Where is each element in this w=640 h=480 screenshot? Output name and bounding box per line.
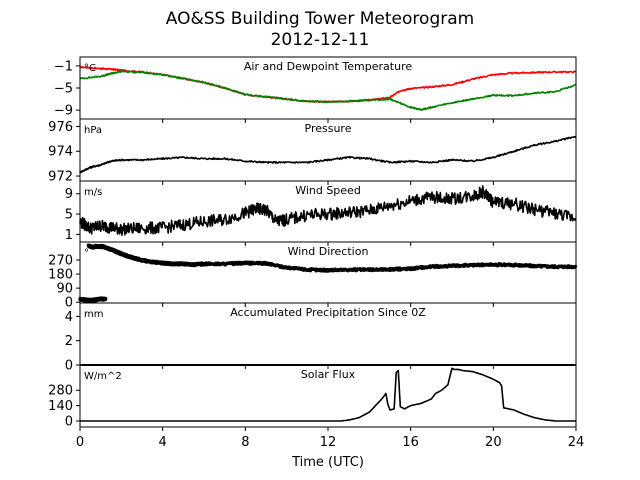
y-tick-label: 280 bbox=[48, 384, 73, 399]
panel-temp: Air and Dewpoint Temperature °C −1 −5 −9 bbox=[54, 56, 577, 123]
y-tick-label: 2 bbox=[65, 334, 73, 349]
panels: Air and Dewpoint Temperature°C−1−5−9Pres… bbox=[48, 56, 578, 431]
y-tick-label: 974 bbox=[48, 145, 73, 160]
x-tick-label: 16 bbox=[402, 435, 419, 450]
panel-title: Wind Speed bbox=[295, 184, 361, 197]
panel-unit: °C bbox=[84, 63, 96, 74]
y-tick-label: 4 bbox=[65, 310, 73, 325]
panel-unit: hPa bbox=[84, 125, 102, 136]
x-tick-label: 24 bbox=[568, 435, 585, 450]
series-solar-0 bbox=[80, 367, 576, 422]
y-tick-label: −1 bbox=[54, 59, 73, 74]
figure-title: AO&SS Building Tower Meteorogram bbox=[166, 9, 474, 29]
series-wind_speed-0 bbox=[79, 185, 577, 236]
y-tick-label: 270 bbox=[48, 253, 73, 268]
series-wind_dir-0 bbox=[78, 296, 108, 303]
y-tick-label: 9 bbox=[65, 187, 73, 202]
y-tick-label: 0 bbox=[65, 359, 73, 374]
y-tick-label: 1 bbox=[65, 228, 73, 243]
panel-pressure: Pressure hPa 976 974 972 bbox=[48, 118, 577, 185]
wind-direction-point bbox=[104, 297, 108, 301]
y-tick-label: −5 bbox=[54, 82, 73, 97]
y-tick-label: 0 bbox=[65, 296, 73, 311]
panel-unit: m/s bbox=[84, 187, 102, 198]
x-axis-label: Time (UTC) bbox=[291, 455, 364, 470]
y-tick-label: 180 bbox=[48, 268, 73, 283]
x-tick-label: 12 bbox=[320, 435, 337, 450]
panel-wind_speed: Wind Speed m/s 9 5 1 bbox=[65, 180, 577, 246]
y-tick-label: 972 bbox=[48, 170, 73, 185]
y-tick-label: 140 bbox=[48, 399, 73, 414]
x-tick-label: 0 bbox=[76, 435, 84, 450]
series-temp-1 bbox=[79, 70, 577, 111]
panel-title: Pressure bbox=[305, 122, 352, 135]
panel-unit: mm bbox=[84, 309, 103, 320]
x-tick-label: 4 bbox=[159, 435, 167, 450]
panel-precip: Accumulated Precipitation Since 0Z mm 4 2 0 bbox=[65, 302, 577, 374]
series-wind_dir-1 bbox=[86, 243, 578, 273]
series-pressure-0 bbox=[79, 135, 577, 174]
y-tick-label: −9 bbox=[54, 104, 73, 119]
panel-unit: W/m^2 bbox=[84, 371, 122, 382]
panel-title: Accumulated Precipitation Since 0Z bbox=[230, 306, 426, 319]
y-tick-label: 5 bbox=[65, 208, 73, 223]
panel-title: Wind Direction bbox=[288, 245, 369, 258]
panel-title: Solar Flux bbox=[301, 368, 356, 381]
y-tick-label: 90 bbox=[56, 282, 73, 297]
x-tick-label: 20 bbox=[485, 435, 502, 450]
y-tick-label: 976 bbox=[48, 120, 73, 135]
figure-date: 2012-12-11 bbox=[271, 30, 370, 50]
x-tick-label: 8 bbox=[241, 435, 249, 450]
y-tick-label: 0 bbox=[65, 414, 73, 429]
x-axis: 0 4 8 12 16 20 24 bbox=[76, 435, 584, 450]
panel-title: Air and Dewpoint Temperature bbox=[244, 60, 412, 73]
panel-unit: ° bbox=[84, 248, 89, 259]
